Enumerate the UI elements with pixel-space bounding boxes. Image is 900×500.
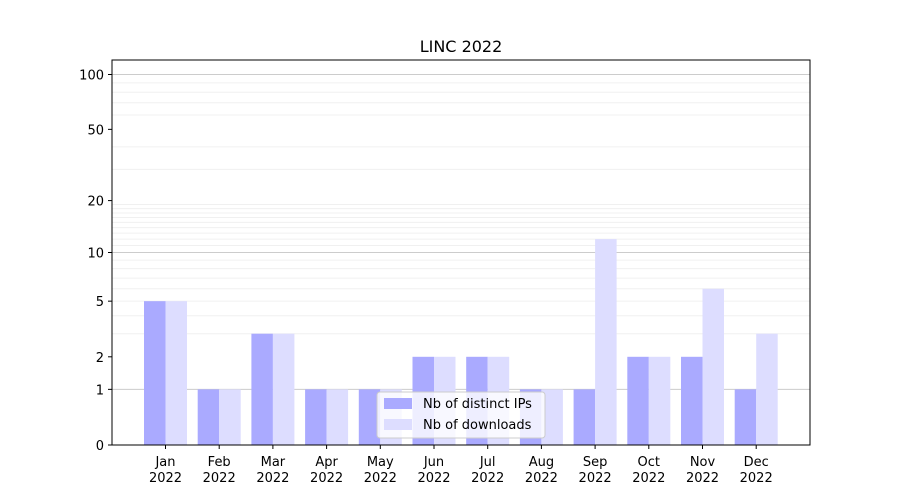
bar-ips: [358, 389, 381, 445]
bar-downloads: [541, 389, 563, 445]
bar-ips: [197, 389, 220, 445]
bar-downloads: [595, 239, 617, 445]
x-tick-label-month: Oct: [638, 455, 660, 470]
y-tick-label: 5: [96, 295, 104, 310]
legend-box: [376, 391, 546, 439]
x-tick-label-month: Nov: [690, 455, 716, 470]
chart-title: LINC 2022: [420, 37, 503, 56]
x-tick-label-month: May: [367, 455, 394, 470]
x-tick-label-year: 2022: [579, 471, 612, 486]
x-tick-label-month: Jan: [154, 455, 175, 470]
y-tick-label: 50: [87, 123, 104, 138]
x-tick-label-year: 2022: [310, 471, 343, 486]
y-tick-label: 0: [96, 439, 104, 454]
bar-downloads: [756, 333, 778, 445]
bar-ips: [305, 389, 327, 445]
y-tick-label: 2: [96, 351, 104, 366]
bar-ips: [573, 389, 596, 445]
x-tick-label-year: 2022: [471, 471, 504, 486]
x-tick-label-month: Feb: [208, 455, 231, 470]
x-tick-label-month: Sep: [583, 455, 608, 470]
y-tick-label: 1: [96, 383, 104, 398]
bar-ips: [251, 333, 273, 445]
x-tick-label-year: 2022: [364, 471, 397, 486]
legend: Nb of distinct IPs Nb of downloads: [376, 391, 546, 439]
x-tick-label-month: Aug: [529, 455, 554, 470]
y-axis: 0 1 2 5 10 20 50 100: [79, 69, 112, 454]
bar-downloads: [272, 333, 295, 445]
x-tick-label-month: Mar: [261, 455, 286, 470]
x-tick-label-year: 2022: [417, 471, 450, 486]
bar-ips: [734, 389, 757, 445]
x-tick-label-year: 2022: [149, 471, 182, 486]
bar-downloads: [702, 288, 724, 445]
bar-downloads: [326, 389, 349, 445]
y-tick-label: 100: [79, 69, 104, 84]
legend-label: Nb of distinct IPs: [423, 397, 532, 412]
bar-downloads: [165, 301, 187, 445]
x-tick-label-year: 2022: [525, 471, 558, 486]
x-tick-label-year: 2022: [256, 471, 289, 486]
y-tick-label: 10: [87, 247, 104, 262]
y-tick-label: 20: [87, 195, 104, 210]
legend-swatch: [384, 398, 412, 409]
legend-swatch: [384, 419, 412, 430]
bar-ips: [681, 356, 703, 445]
x-tick-label-month: Jun: [423, 455, 444, 470]
x-tick-label-year: 2022: [203, 471, 236, 486]
bar-downloads: [219, 389, 241, 445]
x-axis: Jan2022Feb2022Mar2022Apr2022May2022Jun20…: [149, 445, 773, 486]
x-tick-label-year: 2022: [632, 471, 665, 486]
x-tick-label-year: 2022: [686, 471, 719, 486]
bar-downloads: [648, 356, 671, 445]
legend-label: Nb of downloads: [423, 418, 532, 433]
x-tick-label-month: Apr: [315, 455, 338, 470]
bar-ips: [627, 356, 649, 445]
x-tick-label-month: Jul: [479, 455, 496, 470]
x-tick-label-year: 2022: [740, 471, 773, 486]
x-tick-label-month: Dec: [744, 455, 769, 470]
bar-ips: [144, 301, 166, 445]
